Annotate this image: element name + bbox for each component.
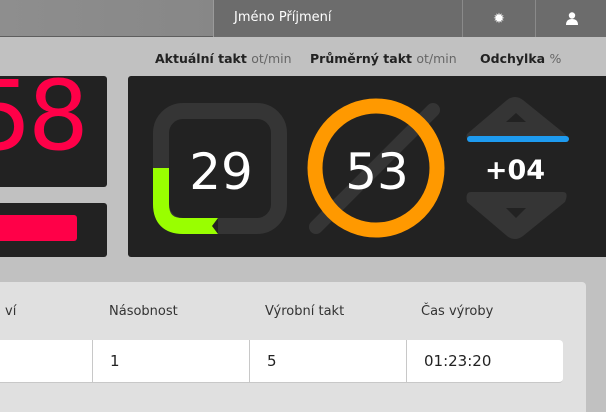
production-table: ví Násobnost Výrobní takt Čas výroby 1 5… xyxy=(0,282,586,412)
cell-production-takt: 5 xyxy=(249,340,406,383)
column-header-production-time: Čas výroby xyxy=(421,304,494,319)
deviation-gauge: +04 xyxy=(466,97,569,239)
left-value: 58 xyxy=(0,76,89,172)
current-gauge: 29 xyxy=(153,103,287,234)
table-row[interactable]: 1 5 01:23:20 xyxy=(0,340,563,383)
cell-multiplicity: 1 xyxy=(92,340,249,383)
left-bar-panel xyxy=(0,203,107,257)
label-current-takt: Aktuální takt ot/min xyxy=(155,51,292,66)
column-header: ví xyxy=(5,304,17,319)
average-ring xyxy=(307,98,445,238)
settings-button[interactable]: ✹ xyxy=(462,0,535,37)
current-value: 29 xyxy=(189,143,253,201)
column-header-production-takt: Výrobní takt xyxy=(265,304,345,319)
user-area: Jméno Příjmení ✹ xyxy=(213,0,606,37)
current-gauge-fill xyxy=(153,168,218,234)
deviation-value: +04 xyxy=(485,155,545,186)
left-value-panel: 58 xyxy=(0,76,107,187)
gauges-panel: 29 53 +04 xyxy=(128,76,606,257)
label-average-takt: Průměrný takt ot/min xyxy=(310,51,457,66)
label-deviation: Odchylka % xyxy=(480,51,562,66)
gear-icon: ✹ xyxy=(493,10,505,27)
user-button[interactable] xyxy=(535,0,606,37)
deviation-indicator xyxy=(467,136,569,142)
average-value: 53 xyxy=(345,143,409,201)
user-name[interactable]: Jméno Příjmení xyxy=(234,10,332,25)
cell-production-time: 01:23:20 xyxy=(406,340,563,383)
top-bar: Jméno Příjmení ✹ xyxy=(0,0,606,37)
cell xyxy=(0,340,92,383)
user-icon xyxy=(565,12,578,25)
progress-bar xyxy=(0,215,77,241)
column-header-multiplicity: Násobnost xyxy=(109,304,178,319)
average-gauge: 53 xyxy=(307,98,445,238)
